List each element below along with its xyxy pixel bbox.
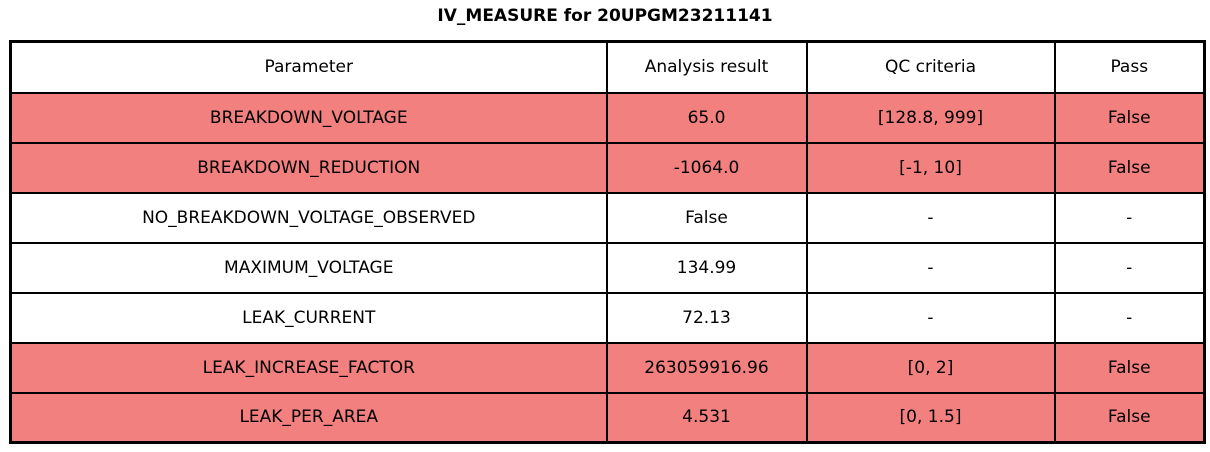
analysis-result-cell: 263059916.96 (605, 341, 808, 394)
parameter-cell: BREAKDOWN_VOLTAGE (9, 91, 608, 144)
table-header-row: Parameter Analysis result QC criteria Pa… (9, 40, 1206, 94)
analysis-result-cell: -1064.0 (605, 141, 808, 194)
analysis-result-cell: 134.99 (605, 241, 808, 294)
parameter-cell: BREAKDOWN_REDUCTION (9, 141, 608, 194)
qc-measure-table: Parameter Analysis result QC criteria Pa… (9, 40, 1206, 444)
table-row-no-breakdown-voltage-observed: NO_BREAKDOWN_VOLTAGE_OBSERVED False - - (9, 191, 1206, 244)
pass-cell: False (1053, 341, 1206, 394)
parameter-cell: LEAK_CURRENT (9, 291, 608, 344)
table-row-leak-current: LEAK_CURRENT 72.13 - - (9, 291, 1206, 344)
page-title: IV_MEASURE for 20UPGM23211141 (437, 6, 773, 26)
qc-criteria-cell: - (805, 191, 1056, 244)
column-header-parameter: Parameter (9, 40, 608, 94)
table-row-leak-increase-factor: LEAK_INCREASE_FACTOR 263059916.96 [0, 2]… (9, 341, 1206, 394)
table-row-maximum-voltage: MAXIMUM_VOLTAGE 134.99 - - (9, 241, 1206, 294)
analysis-result-cell: 4.531 (605, 391, 808, 444)
parameter-cell: LEAK_PER_AREA (9, 391, 608, 444)
table-row-leak-per-area: LEAK_PER_AREA 4.531 [0, 1.5] False (9, 391, 1206, 444)
qc-criteria-cell: [-1, 10] (805, 141, 1056, 194)
qc-criteria-cell: - (805, 241, 1056, 294)
qc-criteria-cell: [0, 2] (805, 341, 1056, 394)
analysis-result-cell: 65.0 (605, 91, 808, 144)
qc-criteria-cell: [0, 1.5] (805, 391, 1056, 444)
pass-cell: - (1053, 291, 1206, 344)
table-row-breakdown-reduction: BREAKDOWN_REDUCTION -1064.0 [-1, 10] Fal… (9, 141, 1206, 194)
pass-cell: False (1053, 91, 1206, 144)
pass-cell: False (1053, 391, 1206, 444)
qc-criteria-cell: - (805, 291, 1056, 344)
pass-cell: - (1053, 191, 1206, 244)
table-row-breakdown-voltage: BREAKDOWN_VOLTAGE 65.0 [128.8, 999] Fals… (9, 91, 1206, 144)
column-header-analysis-result: Analysis result (605, 40, 808, 94)
column-header-qc-criteria: QC criteria (805, 40, 1056, 94)
pass-cell: - (1053, 241, 1206, 294)
parameter-cell: LEAK_INCREASE_FACTOR (9, 341, 608, 394)
parameter-cell: MAXIMUM_VOLTAGE (9, 241, 608, 294)
qc-criteria-cell: [128.8, 999] (805, 91, 1056, 144)
pass-cell: False (1053, 141, 1206, 194)
column-header-pass: Pass (1053, 40, 1206, 94)
analysis-result-cell: 72.13 (605, 291, 808, 344)
parameter-cell: NO_BREAKDOWN_VOLTAGE_OBSERVED (9, 191, 608, 244)
analysis-result-cell: False (605, 191, 808, 244)
